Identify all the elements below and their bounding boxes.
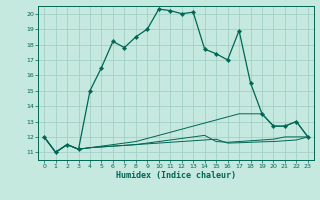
X-axis label: Humidex (Indice chaleur): Humidex (Indice chaleur) [116,171,236,180]
